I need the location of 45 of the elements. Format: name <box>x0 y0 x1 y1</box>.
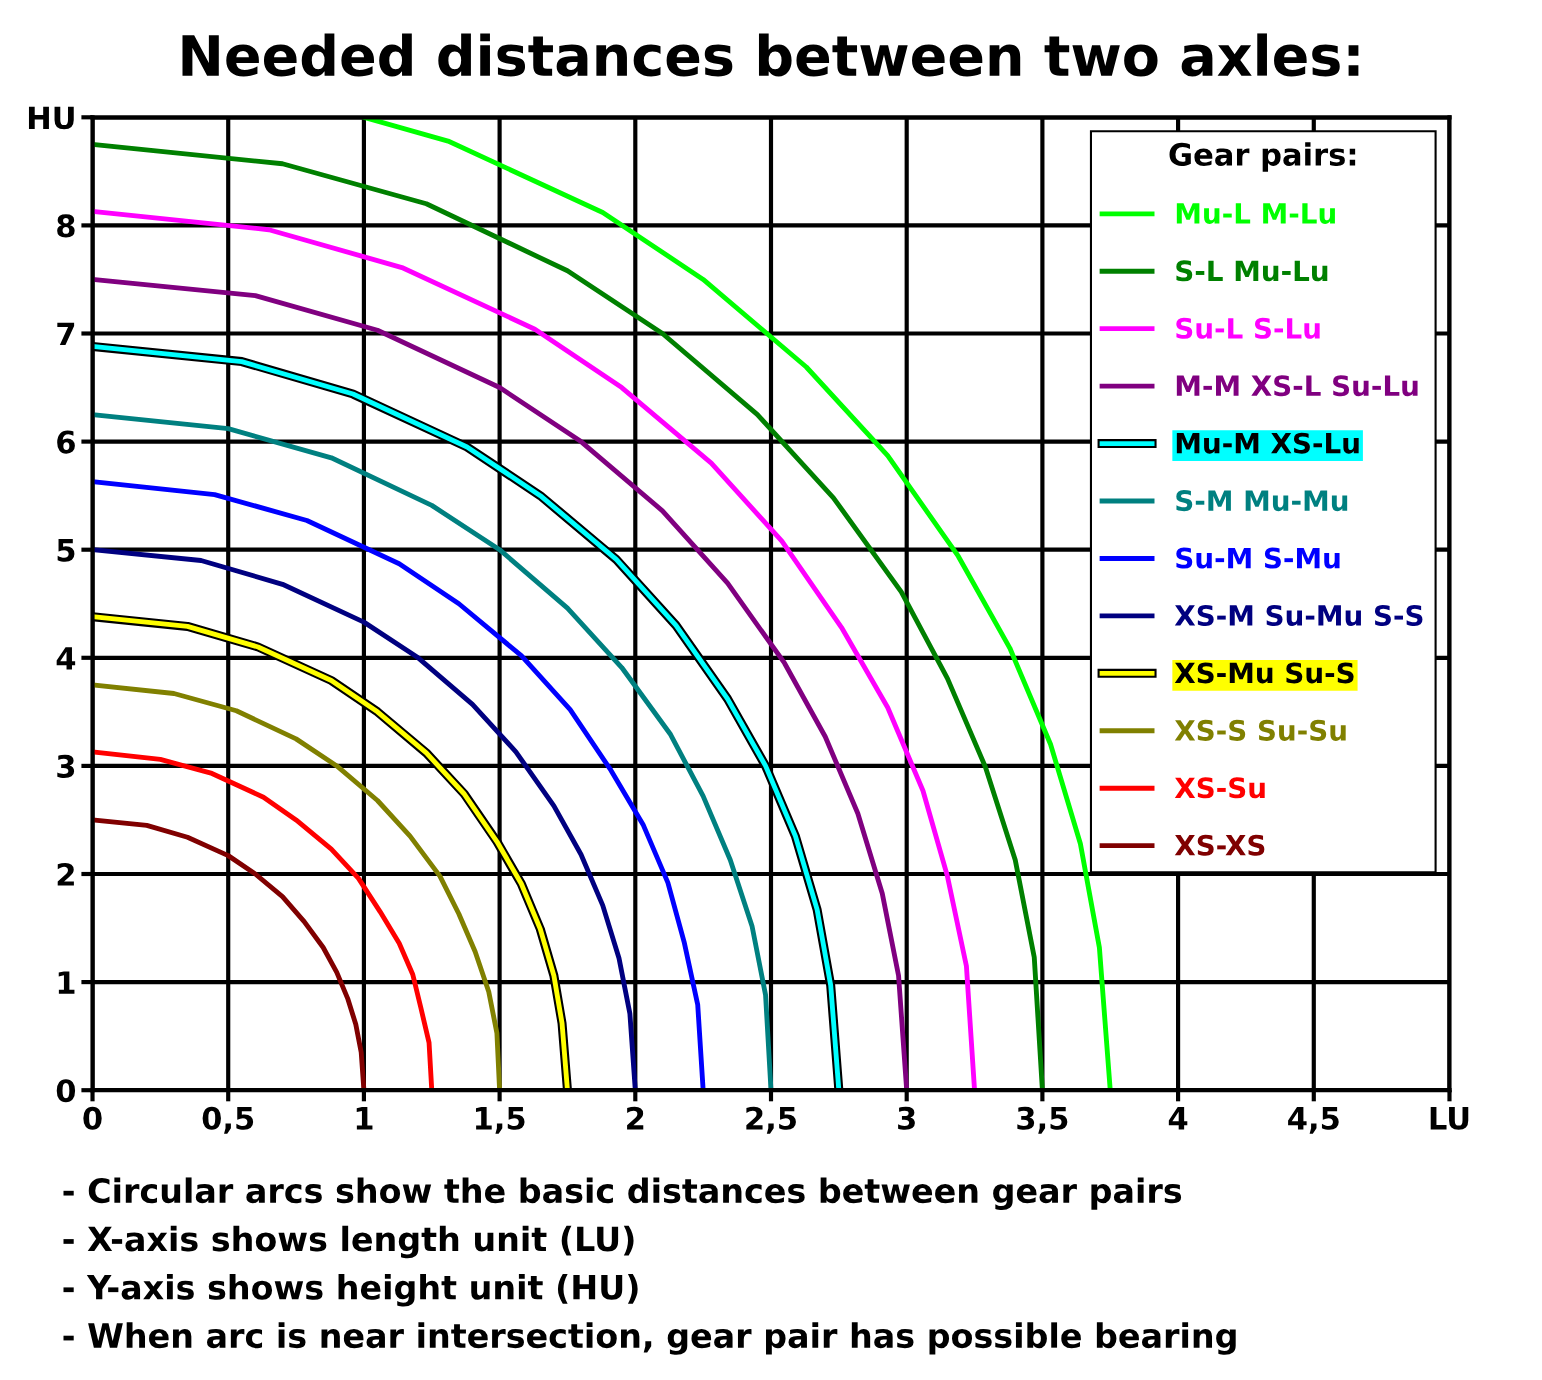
legend-label: S-M Mu-Mu <box>1176 490 1348 512</box>
x-tick-label: 1,5 <box>475 1107 525 1134</box>
text: - When arc is near intersection, gear pair has possible bearing <box>63 1322 1236 1355</box>
line-series <box>92 817 367 1091</box>
line-series <box>92 749 435 1091</box>
legend-label: S-L Mu-Lu <box>1176 260 1328 282</box>
y-tick-label: 2 <box>57 862 74 886</box>
y-tick-label: 3 <box>57 754 75 778</box>
x-tick-label: 0,5 <box>202 1106 254 1134</box>
chart-title: Needed distances between two axles: <box>182 33 1359 77</box>
y-tick-label: 7 <box>57 322 75 346</box>
x-tick-label: 4,5 <box>1288 1107 1339 1134</box>
line-series <box>92 682 503 1091</box>
y-tick-label: 8 <box>57 214 75 238</box>
legend-label: XS-Mu Su-S <box>1174 662 1354 684</box>
legend-label: M-M XS-L Su-Lu <box>1176 375 1418 397</box>
x-tick-label: 3 <box>898 1106 915 1130</box>
x-tick-label: 3,5 <box>1017 1106 1068 1134</box>
x-tick-label: 2 <box>627 1106 644 1130</box>
text: - Circular arcs show the basic distances between gear pairs <box>63 1177 1182 1210</box>
y-tick-label: 0 <box>56 1079 76 1103</box>
legend-label: XS-Su <box>1174 777 1265 799</box>
text: - X-axis shows length unit (LU) <box>63 1225 634 1259</box>
y-tick-label: 4 <box>56 647 76 670</box>
y-tick-label: 6 <box>57 430 75 454</box>
line-series <box>92 547 638 1091</box>
legend-label: Su-L S-Lu <box>1176 317 1320 339</box>
legend-label: XS-S Su-Su <box>1174 719 1346 741</box>
y-tick-label: HU <box>28 106 74 130</box>
x-tick-label: 2,5 <box>746 1106 796 1134</box>
x-tick-label: 1 <box>356 1107 373 1130</box>
x-tick-label: 4 <box>1168 1107 1188 1130</box>
line-series <box>92 479 706 1091</box>
y-tick-label: 5 <box>57 539 75 562</box>
legend-label: Mu-L M-Lu <box>1176 203 1335 224</box>
legend-label: XS-XS <box>1174 834 1265 856</box>
legend-label: Mu-M XS-Lu <box>1176 432 1359 454</box>
legend-label: XS-M Su-Mu S-S <box>1174 604 1423 626</box>
text: - Y-axis shows height unit (HU) <box>63 1274 638 1307</box>
line-series <box>92 412 774 1091</box>
legend-title: Gear pairs: <box>1169 142 1356 172</box>
x-tick-label: LU <box>1430 1107 1469 1130</box>
legend-label: Su-M S-Mu <box>1176 547 1340 569</box>
x-tick-label: 0 <box>83 1106 102 1130</box>
y-tick-label: 1 <box>58 971 75 994</box>
